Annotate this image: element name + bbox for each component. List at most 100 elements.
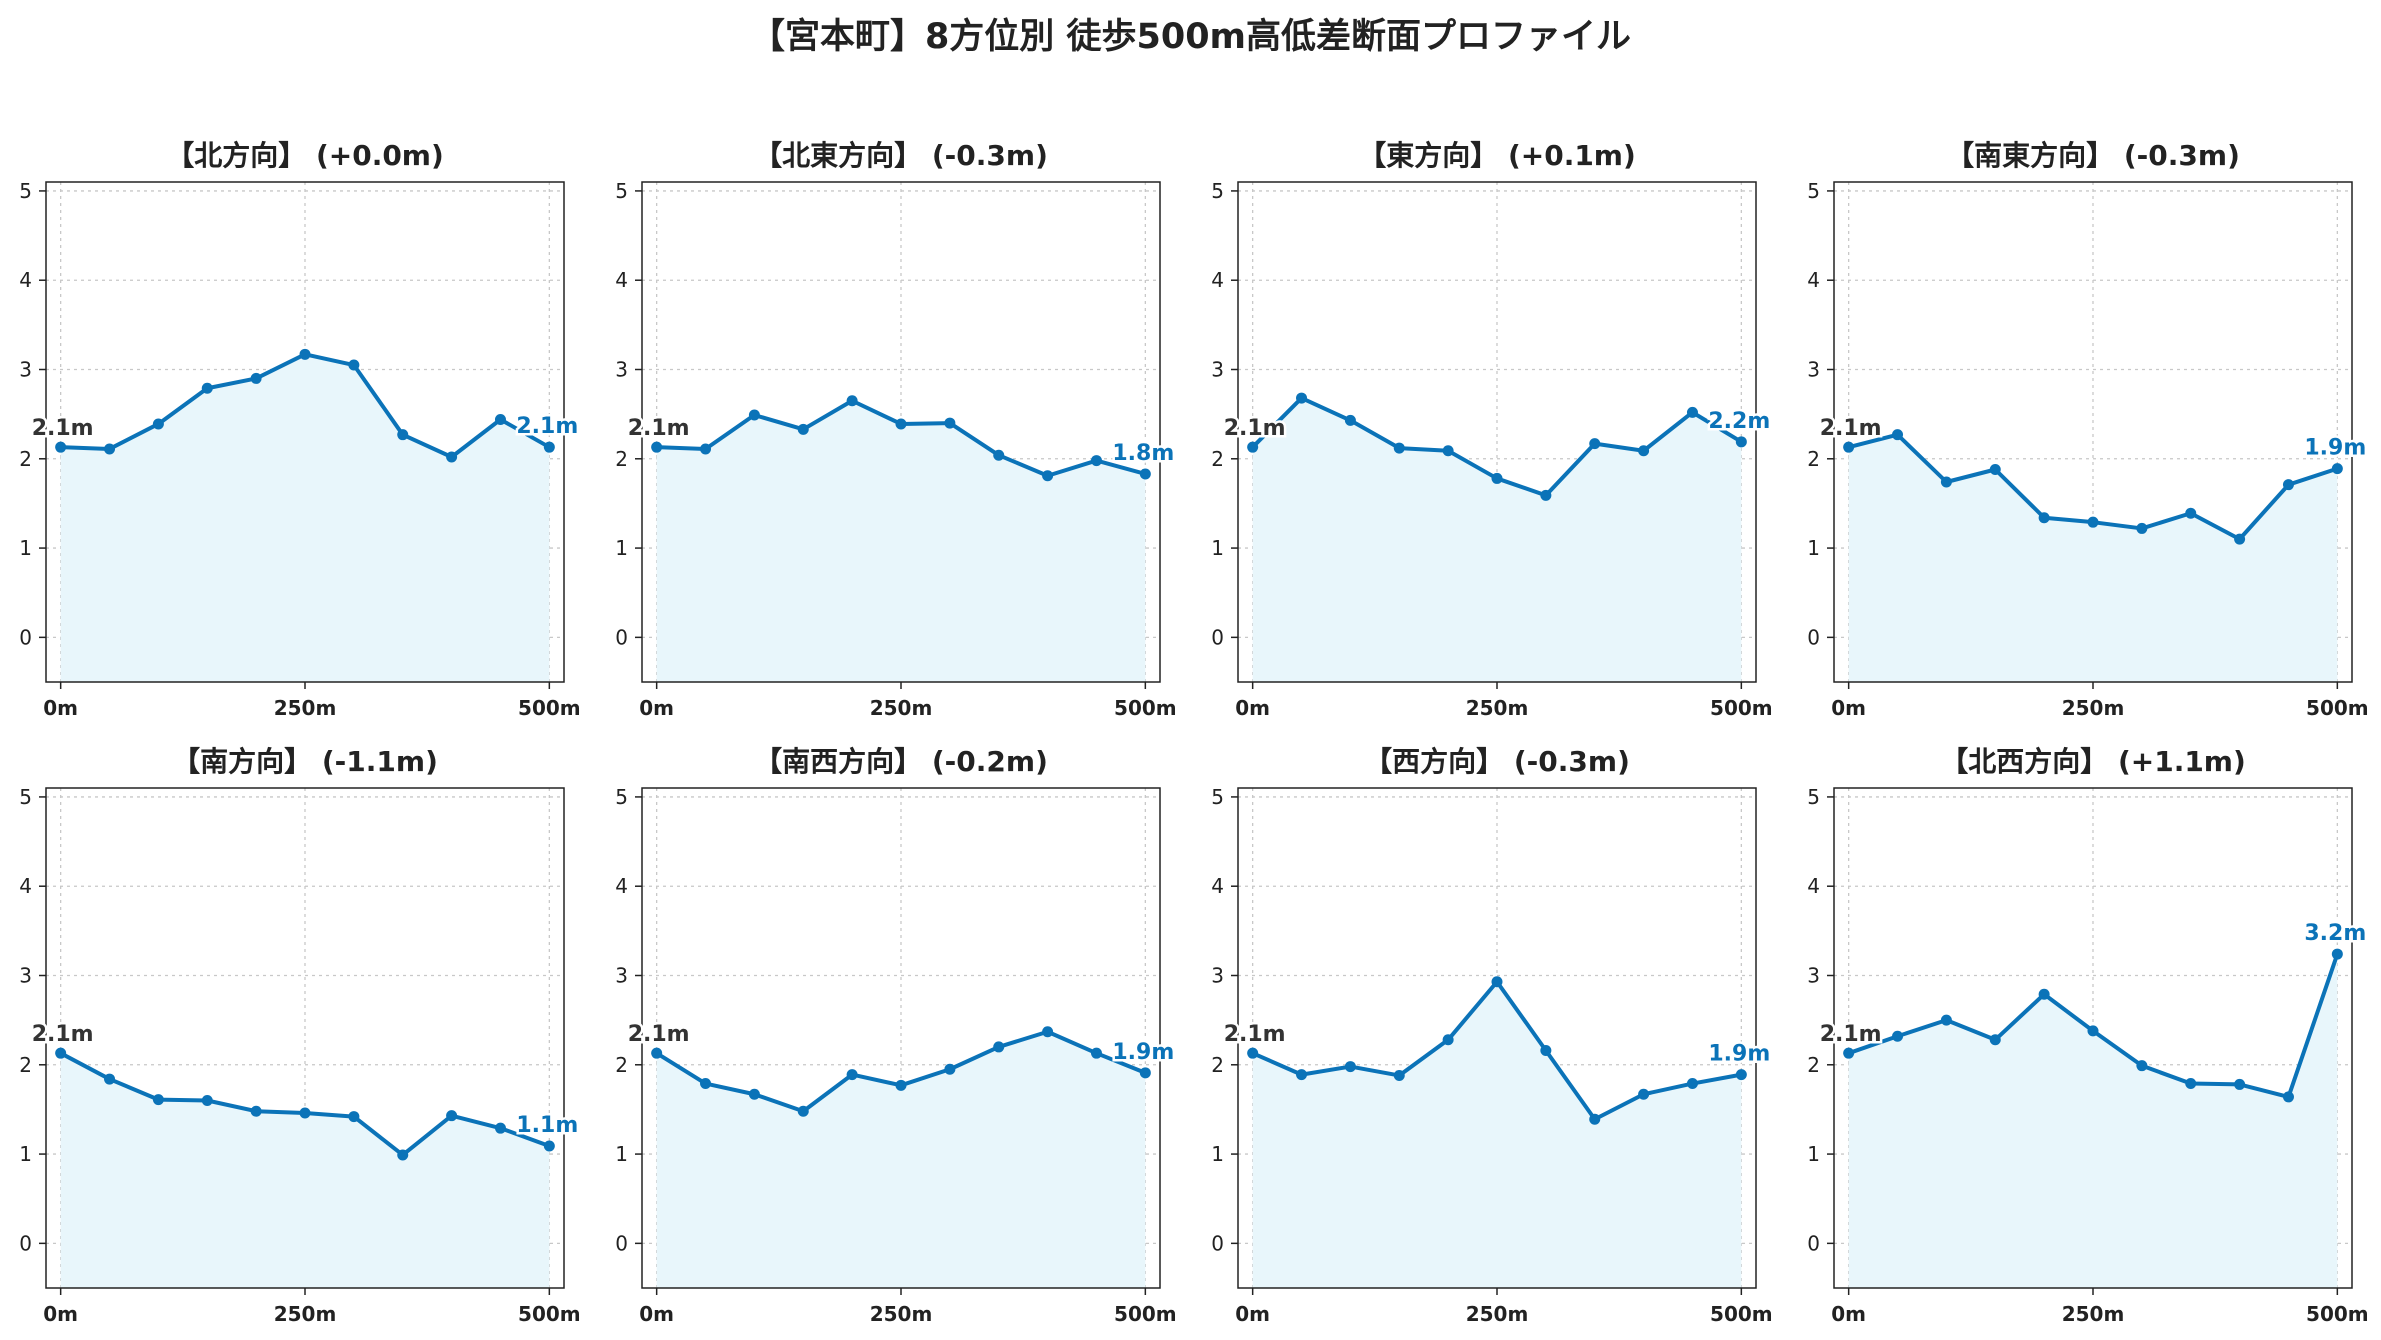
x-tick-label: 250m bbox=[870, 1302, 933, 1326]
x-tick-label: 0m bbox=[639, 1302, 674, 1326]
elevation-point bbox=[2038, 512, 2050, 524]
elevation-area bbox=[60, 354, 550, 682]
subplot-title: 【北東方向】 (-0.3m) bbox=[754, 139, 1048, 172]
y-tick-label: 0 bbox=[1807, 1231, 1820, 1255]
elevation-point bbox=[993, 1041, 1005, 1053]
elevation-point bbox=[299, 348, 311, 360]
y-tick-label: 3 bbox=[615, 964, 628, 988]
elevation-point bbox=[1296, 392, 1308, 404]
end-elevation-label: 3.2m bbox=[2304, 921, 2366, 946]
y-tick-label: 2 bbox=[19, 447, 32, 471]
elevation-point bbox=[1638, 1088, 1650, 1100]
elevation-point bbox=[201, 1095, 213, 1106]
x-tick-label: 500m bbox=[1710, 696, 1773, 720]
elevation-point bbox=[1442, 445, 1454, 457]
elevation-area bbox=[1252, 398, 1742, 682]
elevation-point bbox=[1491, 472, 1503, 484]
elevation-point bbox=[55, 1047, 67, 1059]
elevation-point bbox=[250, 372, 262, 384]
start-elevation-label: 2.1m bbox=[1820, 416, 1882, 441]
end-elevation-label: 1.9m bbox=[2304, 436, 2366, 461]
x-tick-label: 0m bbox=[1831, 1302, 1866, 1326]
elevation-point bbox=[1589, 438, 1601, 450]
elevation-point bbox=[1686, 406, 1698, 418]
elevation-point bbox=[2234, 533, 2246, 545]
y-tick-label: 4 bbox=[1807, 874, 1820, 898]
elevation-point bbox=[1344, 1061, 1356, 1073]
y-tick-label: 3 bbox=[19, 964, 32, 988]
elevation-point bbox=[446, 451, 458, 463]
elevation-point bbox=[446, 1110, 458, 1122]
elevation-area bbox=[1848, 954, 2338, 1288]
elevation-point bbox=[1989, 1034, 2001, 1046]
y-tick-label: 5 bbox=[1807, 179, 1820, 203]
y-tick-label: 4 bbox=[615, 874, 628, 898]
y-tick-label: 3 bbox=[1211, 358, 1224, 382]
y-tick-label: 1 bbox=[1807, 536, 1820, 560]
elevation-point bbox=[1940, 476, 1952, 488]
y-tick-label: 0 bbox=[615, 625, 628, 649]
y-tick-label: 1 bbox=[1211, 1142, 1224, 1166]
elevation-point bbox=[2331, 463, 2343, 475]
elevation-point bbox=[104, 1073, 116, 1085]
subplot-title: 【北方向】 (+0.0m) bbox=[166, 139, 444, 172]
elevation-point bbox=[201, 382, 213, 394]
elevation-point bbox=[993, 449, 1005, 461]
x-tick-label: 500m bbox=[1710, 1302, 1773, 1326]
elevation-point bbox=[1843, 441, 1855, 453]
elevation-point bbox=[2038, 988, 2050, 1000]
elevation-point bbox=[104, 443, 116, 455]
elevation-point bbox=[2185, 507, 2197, 519]
x-tick-label: 0m bbox=[43, 1302, 78, 1326]
x-tick-label: 250m bbox=[274, 1302, 337, 1326]
elevation-point bbox=[1296, 1069, 1308, 1081]
elevation-point bbox=[397, 429, 409, 441]
x-tick-label: 500m bbox=[518, 1302, 581, 1326]
elevation-point bbox=[1139, 468, 1151, 480]
elevation-point bbox=[748, 409, 760, 421]
elevation-area bbox=[656, 1031, 1146, 1288]
end-elevation-label: 2.2m bbox=[1708, 409, 1770, 434]
elevation-point bbox=[1735, 1069, 1747, 1081]
elevation-point bbox=[1393, 1070, 1405, 1081]
end-elevation-label: 1.8m bbox=[1112, 441, 1174, 466]
y-tick-label: 1 bbox=[19, 1142, 32, 1166]
x-tick-label: 0m bbox=[1235, 696, 1270, 720]
x-tick-label: 0m bbox=[1831, 696, 1866, 720]
start-elevation-label: 2.1m bbox=[1224, 416, 1286, 441]
y-tick-label: 0 bbox=[1807, 625, 1820, 649]
elevation-point bbox=[348, 359, 360, 371]
x-tick-label: 250m bbox=[1466, 1302, 1529, 1326]
elevation-point bbox=[543, 1140, 555, 1152]
y-tick-label: 5 bbox=[19, 179, 32, 203]
x-tick-label: 500m bbox=[1114, 1302, 1177, 1326]
start-elevation-label: 2.1m bbox=[32, 1022, 94, 1047]
y-tick-label: 0 bbox=[19, 1231, 32, 1255]
subplot-title: 【東方向】 (+0.1m) bbox=[1358, 139, 1636, 172]
y-tick-label: 3 bbox=[1807, 964, 1820, 988]
elevation-point bbox=[1491, 976, 1503, 988]
elevation-point bbox=[1442, 1034, 1454, 1046]
subplot-5: 0 1 2 3 4 5 0m 250m 500m 【南西方向】 (-0.2m) 2.1m 1.9m bbox=[615, 745, 1177, 1326]
x-tick-label: 500m bbox=[518, 696, 581, 720]
elevation-point bbox=[1139, 1067, 1151, 1079]
elevation-point bbox=[1540, 489, 1552, 501]
start-elevation-label: 2.1m bbox=[1224, 1022, 1286, 1047]
subplot-0: 0 1 2 3 4 5 0m 250m 500m 【北方向】 (+0.0m) 2.1m 2.1m bbox=[19, 139, 581, 720]
elevation-point bbox=[846, 1069, 858, 1081]
elevation-point bbox=[895, 1079, 907, 1091]
y-tick-label: 1 bbox=[1211, 536, 1224, 560]
x-tick-label: 500m bbox=[2306, 1302, 2369, 1326]
elevation-point bbox=[2136, 522, 2148, 534]
elevation-point bbox=[895, 418, 907, 430]
elevation-point bbox=[2331, 948, 2343, 960]
elevation-point bbox=[1090, 1047, 1102, 1059]
y-tick-label: 3 bbox=[1807, 358, 1820, 382]
y-tick-label: 4 bbox=[1211, 268, 1224, 292]
end-elevation-label: 1.9m bbox=[1708, 1042, 1770, 1067]
elevation-point bbox=[1735, 436, 1747, 448]
elevation-point bbox=[797, 423, 809, 435]
y-tick-label: 4 bbox=[615, 268, 628, 292]
elevation-point bbox=[2087, 1025, 2099, 1037]
start-elevation-label: 2.1m bbox=[1820, 1022, 1882, 1047]
